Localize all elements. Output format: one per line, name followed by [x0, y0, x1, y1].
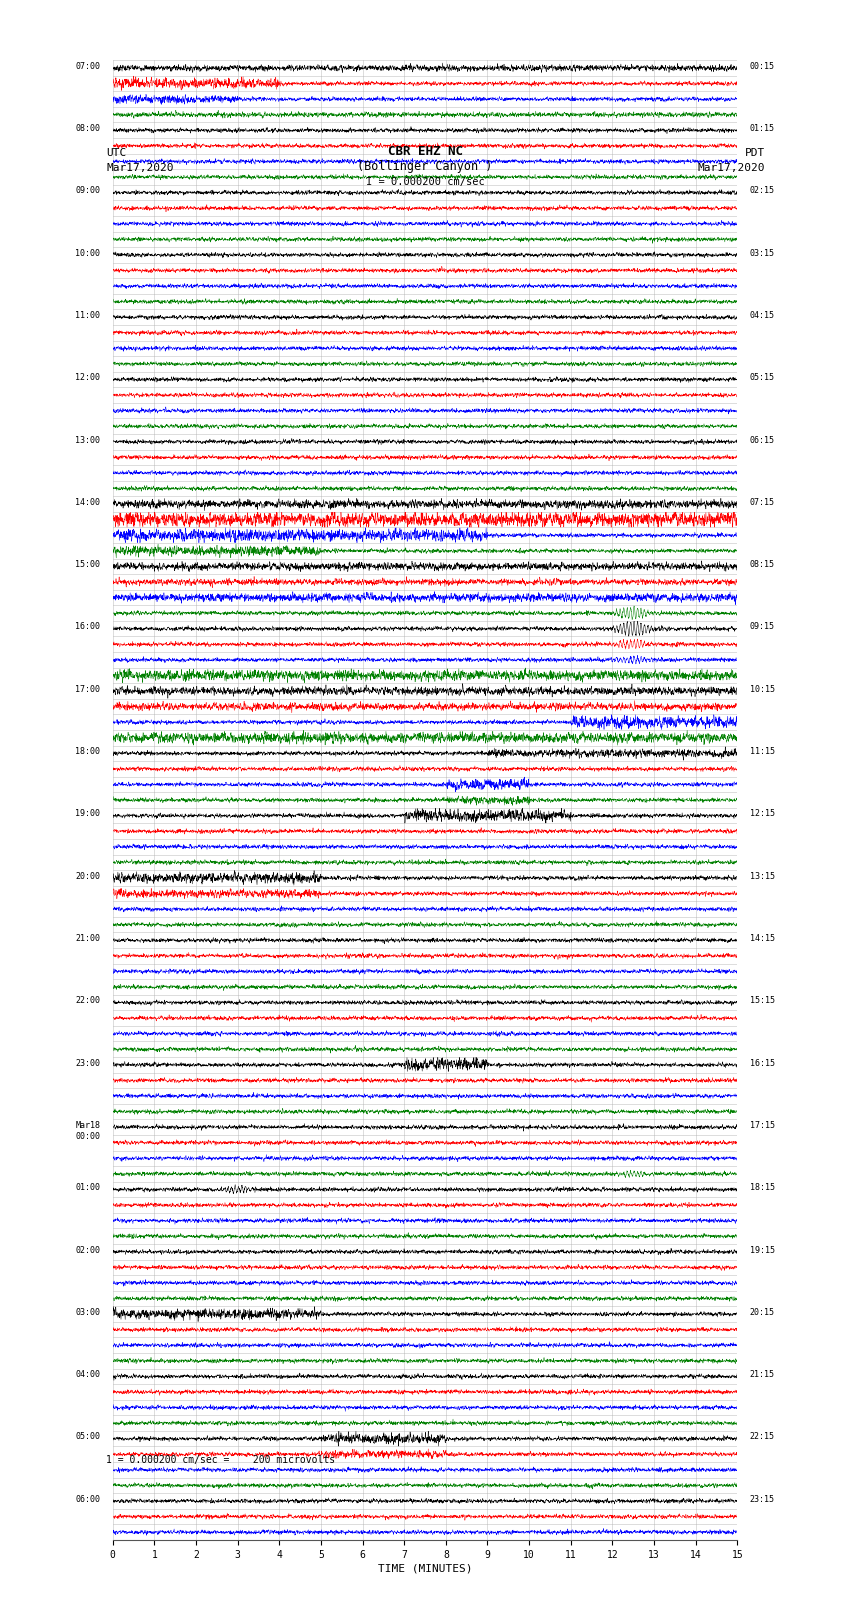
- Text: 15:15: 15:15: [750, 997, 775, 1005]
- Text: CBR EHZ NC: CBR EHZ NC: [388, 145, 462, 158]
- X-axis label: TIME (MINUTES): TIME (MINUTES): [377, 1565, 473, 1574]
- Text: 15:00: 15:00: [75, 560, 100, 569]
- Text: PDT: PDT: [745, 148, 765, 158]
- Text: 08:00: 08:00: [75, 124, 100, 132]
- Text: 19:00: 19:00: [75, 810, 100, 818]
- Text: 20:15: 20:15: [750, 1308, 775, 1316]
- Text: 05:00: 05:00: [75, 1432, 100, 1442]
- Text: 04:15: 04:15: [750, 311, 775, 319]
- Text: Mar17,2020: Mar17,2020: [698, 163, 765, 173]
- Text: (Bollinger Canyon ): (Bollinger Canyon ): [357, 160, 493, 173]
- Text: 21:00: 21:00: [75, 934, 100, 944]
- Text: 12:15: 12:15: [750, 810, 775, 818]
- Text: 17:15: 17:15: [750, 1121, 775, 1131]
- Text: 00:00: 00:00: [75, 1132, 100, 1140]
- Text: 01:00: 01:00: [75, 1184, 100, 1192]
- Text: 17:00: 17:00: [75, 686, 100, 694]
- Text: 22:00: 22:00: [75, 997, 100, 1005]
- Text: 14:00: 14:00: [75, 498, 100, 506]
- Text: 10:15: 10:15: [750, 686, 775, 694]
- Text: 05:15: 05:15: [750, 373, 775, 382]
- Text: 22:15: 22:15: [750, 1432, 775, 1442]
- Text: Mar17,2020: Mar17,2020: [106, 163, 173, 173]
- Text: 01:15: 01:15: [750, 124, 775, 132]
- Text: I = 0.000200 cm/sec: I = 0.000200 cm/sec: [366, 177, 484, 187]
- Text: 11:15: 11:15: [750, 747, 775, 756]
- Text: 19:15: 19:15: [750, 1245, 775, 1255]
- Text: 10:00: 10:00: [75, 248, 100, 258]
- Text: 13:15: 13:15: [750, 871, 775, 881]
- Text: 1 = 0.000200 cm/sec =    200 microvolts: 1 = 0.000200 cm/sec = 200 microvolts: [106, 1455, 336, 1465]
- Text: 23:15: 23:15: [750, 1495, 775, 1503]
- Text: 02:15: 02:15: [750, 187, 775, 195]
- Text: 18:15: 18:15: [750, 1184, 775, 1192]
- Text: 02:00: 02:00: [75, 1245, 100, 1255]
- Text: Mar18: Mar18: [75, 1121, 100, 1131]
- Text: 12:00: 12:00: [75, 373, 100, 382]
- Text: 09:00: 09:00: [75, 187, 100, 195]
- Text: 20:00: 20:00: [75, 871, 100, 881]
- Text: 06:15: 06:15: [750, 436, 775, 445]
- Text: 14:15: 14:15: [750, 934, 775, 944]
- Text: 07:15: 07:15: [750, 498, 775, 506]
- Text: UTC: UTC: [106, 148, 127, 158]
- Text: 00:15: 00:15: [750, 61, 775, 71]
- Text: 16:00: 16:00: [75, 623, 100, 631]
- Text: 04:00: 04:00: [75, 1369, 100, 1379]
- Text: 09:15: 09:15: [750, 623, 775, 631]
- Text: 16:15: 16:15: [750, 1058, 775, 1068]
- Text: 21:15: 21:15: [750, 1369, 775, 1379]
- Text: 23:00: 23:00: [75, 1058, 100, 1068]
- Text: 07:00: 07:00: [75, 61, 100, 71]
- Text: 08:15: 08:15: [750, 560, 775, 569]
- Text: 18:00: 18:00: [75, 747, 100, 756]
- Text: 06:00: 06:00: [75, 1495, 100, 1503]
- Text: 13:00: 13:00: [75, 436, 100, 445]
- Text: 03:15: 03:15: [750, 248, 775, 258]
- Text: 11:00: 11:00: [75, 311, 100, 319]
- Text: 03:00: 03:00: [75, 1308, 100, 1316]
